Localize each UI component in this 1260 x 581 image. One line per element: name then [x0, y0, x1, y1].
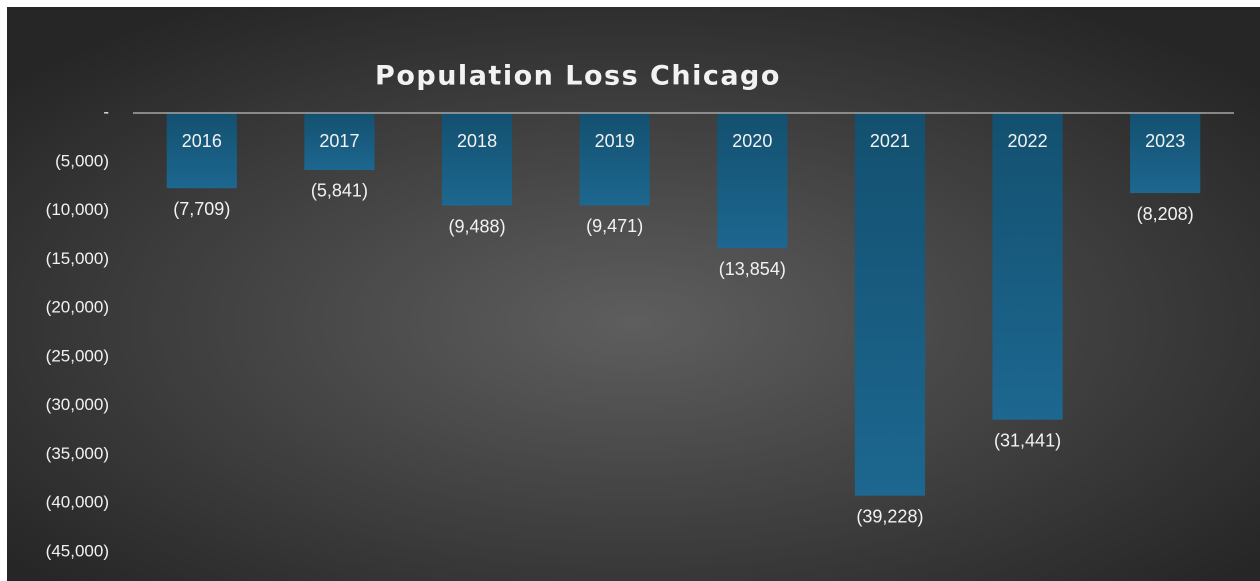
y-tick-label: - [103, 102, 109, 121]
chart-background [7, 7, 1260, 581]
y-tick-label: (25,000) [46, 346, 109, 365]
x-tick-label: 2017 [319, 131, 359, 151]
bar [166, 113, 237, 189]
y-tick-label: (20,000) [46, 298, 109, 317]
bar [304, 113, 375, 170]
x-tick-label: 2023 [1145, 131, 1185, 151]
bar [992, 113, 1063, 420]
y-tick-label: (10,000) [46, 200, 109, 219]
bar [717, 113, 788, 249]
x-tick-label: 2019 [595, 131, 635, 151]
data-label: (5,841) [311, 181, 368, 201]
bar [441, 113, 513, 206]
bar [1130, 113, 1201, 194]
chart-title: Population Loss Chicago [375, 61, 781, 92]
y-tick-label: (15,000) [46, 249, 109, 268]
x-tick-label: 2020 [732, 131, 772, 151]
bar [854, 113, 926, 496]
y-tick-label: (35,000) [46, 444, 109, 463]
data-label: (9,471) [586, 216, 643, 236]
x-tick-label: 2018 [457, 131, 497, 151]
y-tick-label: (5,000) [55, 151, 109, 170]
data-label: (8,208) [1137, 204, 1194, 224]
x-tick-label: 2016 [182, 131, 222, 151]
data-label: (13,854) [719, 259, 786, 279]
data-label: (9,488) [449, 216, 506, 236]
y-tick-label: (40,000) [46, 493, 109, 512]
x-tick-label: 2022 [1008, 131, 1048, 151]
x-tick-label: 2021 [870, 131, 910, 151]
y-tick-label: (30,000) [46, 395, 109, 414]
bar [579, 113, 650, 206]
y-tick-label: (45,000) [46, 541, 109, 560]
data-label: (31,441) [994, 430, 1061, 450]
data-label: (39,228) [856, 506, 923, 526]
data-label: (7,709) [173, 199, 230, 219]
